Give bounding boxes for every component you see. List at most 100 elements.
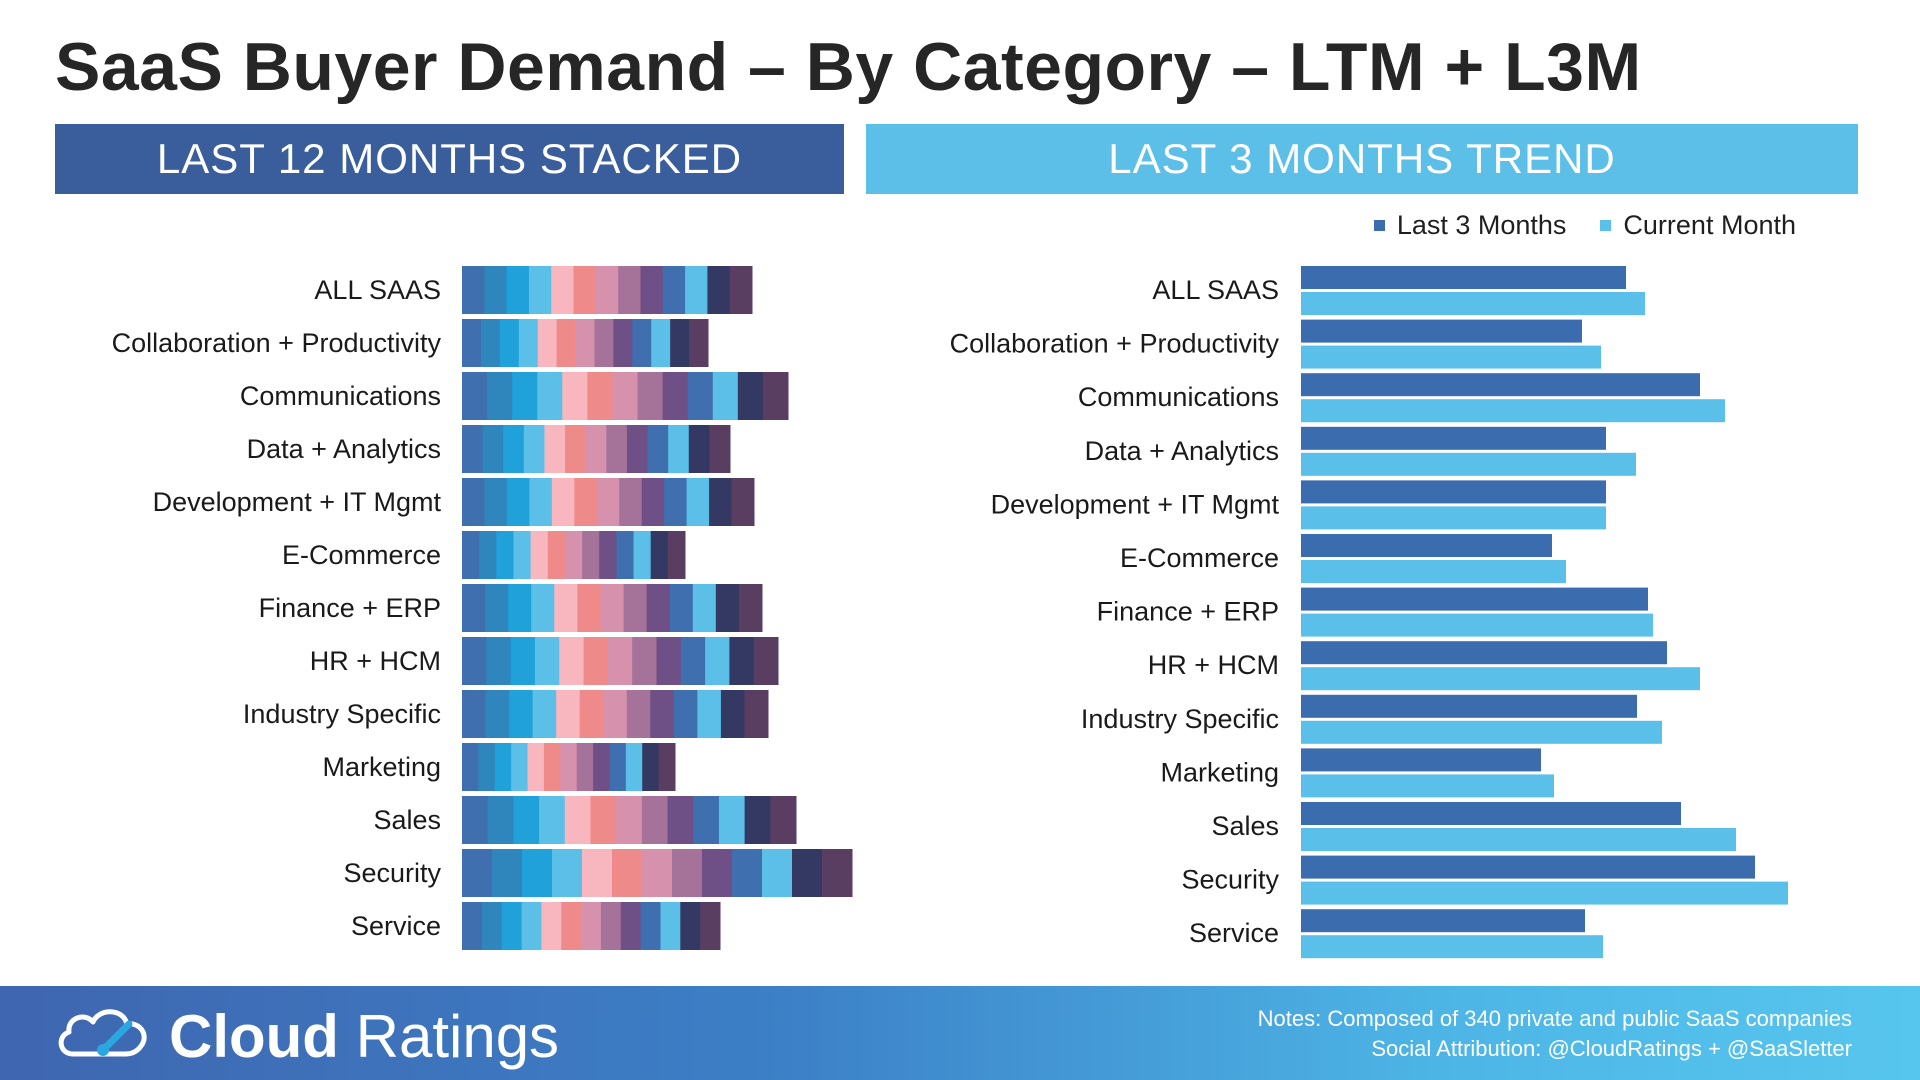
ltm-bar-segment bbox=[518, 319, 539, 367]
ltm-bar-segment bbox=[484, 266, 508, 314]
ltm-bar-segment bbox=[667, 796, 694, 844]
ltm-bar-segment bbox=[513, 796, 540, 844]
ltm-bar-segment bbox=[537, 319, 558, 367]
l3m-bar-last-3-months bbox=[1301, 480, 1606, 504]
ltm-bar-segment bbox=[662, 372, 689, 420]
ltm-bar-segment bbox=[530, 531, 549, 579]
l3m-category-label: E-Commerce bbox=[1120, 543, 1279, 573]
ltm-bar-segment bbox=[633, 531, 652, 579]
ltm-bar-segment bbox=[600, 584, 625, 632]
ltm-bar-segment bbox=[561, 902, 582, 950]
ltm-bar-segment bbox=[575, 319, 595, 367]
ltm-bar-segment bbox=[529, 478, 553, 526]
ltm-bar-segment bbox=[686, 478, 710, 526]
ltm-bar-segment bbox=[662, 266, 686, 314]
ltm-bar-segment bbox=[619, 478, 643, 526]
cloud-ratings-logo: Cloud Ratings bbox=[55, 1002, 559, 1071]
ltm-bar-segment bbox=[462, 849, 493, 897]
ltm-bar-segment bbox=[462, 637, 487, 685]
ltm-bar-segment bbox=[510, 637, 536, 685]
ltm-bar-segment bbox=[600, 902, 622, 950]
legend-item-last-3-months: Last 3 Months bbox=[1373, 210, 1566, 241]
ltm-bar-segment bbox=[729, 266, 753, 314]
ltm-bar-segment bbox=[485, 690, 510, 738]
ltm-bar-segment bbox=[559, 637, 585, 685]
ltm-bar-segment bbox=[590, 796, 617, 844]
ltm-bar-segment bbox=[583, 637, 609, 685]
ltm-category-label: Industry Specific bbox=[243, 699, 441, 729]
ltm-bar-segment bbox=[640, 266, 664, 314]
ltm-category-label: Security bbox=[343, 858, 441, 888]
ltm-bar-segment bbox=[582, 849, 613, 897]
ltm-bar-segment bbox=[547, 531, 566, 579]
ltm-bar-segment bbox=[576, 743, 594, 791]
ltm-category-label: Collaboration + Productivity bbox=[112, 328, 442, 358]
ltm-bar-segment bbox=[664, 478, 688, 526]
ltm-bar-segment bbox=[543, 743, 561, 791]
ltm-bar-segment bbox=[651, 319, 671, 367]
l3m-bar-last-3-months bbox=[1301, 587, 1648, 611]
ltm-bar-segment bbox=[729, 637, 755, 685]
ltm-bar-segment bbox=[688, 425, 710, 473]
ltm-bar-segment bbox=[512, 372, 538, 420]
ltm-bar-segment bbox=[646, 584, 671, 632]
ltm-bar-segment bbox=[539, 796, 566, 844]
ltm-bar-segment bbox=[462, 266, 485, 314]
ltm-bar-segment bbox=[697, 690, 722, 738]
l3m-category-label: HR + HCM bbox=[1148, 650, 1279, 680]
ltm-bar-segment bbox=[612, 372, 639, 420]
ltm-bar-segment bbox=[487, 796, 514, 844]
ltm-bar-segment bbox=[715, 584, 740, 632]
ltm-bar-segment bbox=[606, 425, 628, 473]
ltm-bar-segment bbox=[594, 319, 614, 367]
ltm-bar-segment bbox=[731, 478, 755, 526]
ltm-bar-segment bbox=[667, 531, 686, 579]
ltm-bar-segment bbox=[612, 849, 643, 897]
ltm-bar-segment bbox=[462, 319, 482, 367]
ltm-bar-segment bbox=[521, 902, 542, 950]
ltm-bar-segment bbox=[541, 902, 562, 950]
ltm-bar-segment bbox=[564, 796, 591, 844]
ltm-bar-segment bbox=[482, 425, 504, 473]
l3m-category-label: Sales bbox=[1211, 811, 1279, 841]
ltm-bar-segment bbox=[551, 266, 575, 314]
l3m-legend: Last 3 Months Current Month bbox=[1373, 210, 1796, 241]
ltm-bar-segment bbox=[574, 478, 598, 526]
ltm-bar-segment bbox=[693, 796, 720, 844]
ltm-category-label: Data + Analytics bbox=[247, 434, 441, 464]
ltm-bar-segment bbox=[762, 849, 793, 897]
ltm-bar-segment bbox=[552, 849, 583, 897]
l3m-category-label: Development + IT Mgmt bbox=[991, 489, 1280, 519]
ltm-bar-segment bbox=[522, 849, 553, 897]
ltm-bar-segment bbox=[532, 690, 557, 738]
ltm-bar-segment bbox=[462, 796, 489, 844]
ltm-bar-segment bbox=[486, 637, 512, 685]
ltm-bar-segment bbox=[511, 743, 529, 791]
l3m-category-label: Collaboration + Productivity bbox=[950, 329, 1280, 359]
ltm-bar-segment bbox=[753, 637, 779, 685]
l3m-trend-chart: ALL SAAS Collaboration + Productivity Comm… bbox=[950, 266, 1788, 959]
ltm-bar-segment bbox=[672, 849, 703, 897]
ltm-bar-segment bbox=[692, 584, 717, 632]
ltm-bar-segment bbox=[712, 372, 739, 420]
ltm-bar-segment bbox=[625, 743, 643, 791]
l3m-banner: LAST 3 MONTHS TREND bbox=[866, 124, 1858, 194]
l3m-bar-current-month bbox=[1301, 399, 1725, 423]
l3m-bar-current-month bbox=[1301, 935, 1603, 959]
legend-swatch-last-3-months bbox=[1373, 220, 1385, 231]
ltm-bar-segment bbox=[560, 743, 578, 791]
ltm-bar-segment bbox=[593, 743, 610, 791]
ltm-bar-segment bbox=[523, 425, 545, 473]
ltm-bar-segment bbox=[620, 902, 642, 950]
ltm-bar-segment bbox=[480, 319, 501, 367]
ltm-bar-segment bbox=[537, 372, 563, 420]
ltm-bar-segment bbox=[599, 531, 617, 579]
ltm-bar-segment bbox=[506, 478, 530, 526]
ltm-bar-segment bbox=[680, 902, 701, 950]
ltm-bar-segment bbox=[737, 372, 764, 420]
l3m-bar-current-month bbox=[1301, 720, 1662, 744]
l3m-category-label: Marketing bbox=[1160, 757, 1279, 787]
ltm-bar-segment bbox=[744, 690, 769, 738]
ltm-bar-segment bbox=[462, 584, 486, 632]
l3m-bar-current-month bbox=[1301, 774, 1554, 798]
